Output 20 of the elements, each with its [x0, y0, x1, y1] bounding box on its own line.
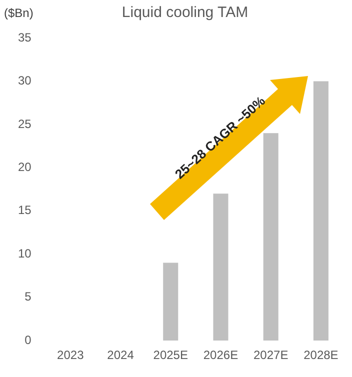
bar: [313, 81, 328, 341]
x-tick-label: 2028E: [304, 348, 338, 362]
y-tick-label: 15: [18, 203, 32, 218]
y-tick-label: 10: [18, 246, 32, 260]
bar: [263, 133, 278, 341]
x-tick-label: 2023: [57, 348, 84, 362]
y-tick-label: 30: [18, 74, 32, 88]
x-tick-label: 2024: [107, 348, 134, 362]
y-tick-label: 5: [24, 290, 32, 304]
y-tick-label: 25: [18, 116, 32, 131]
x-tick-label: 2027E: [253, 348, 288, 362]
y-tick-label: 20: [18, 160, 32, 174]
y-tick-label: 35: [18, 30, 32, 44]
y-axis-title: ($Bn): [4, 6, 34, 20]
chart-title: Liquid cooling TAM: [120, 4, 250, 21]
bar: [213, 194, 228, 341]
x-tick-label: 2025E: [153, 348, 188, 362]
y-tick-label: 0: [24, 332, 32, 347]
x-tick-label: 2026E: [203, 348, 238, 362]
bar: [163, 262, 178, 341]
